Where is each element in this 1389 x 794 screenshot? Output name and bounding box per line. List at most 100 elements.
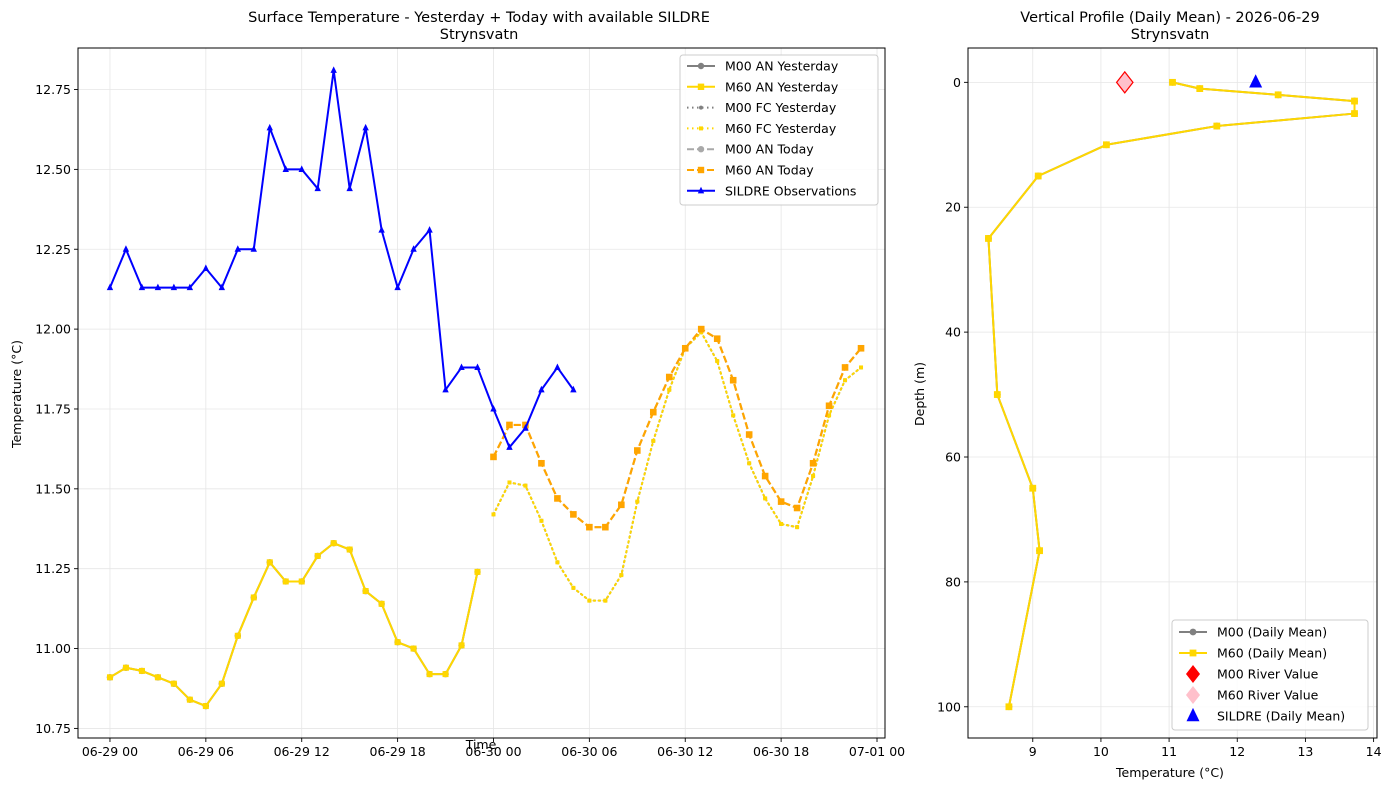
legend-marker [1185, 686, 1201, 704]
legend-label: M60 AN Yesterday [725, 79, 839, 94]
data-point [681, 344, 689, 352]
legend-marker [1189, 628, 1197, 636]
y-tick-label: 100 [937, 699, 961, 714]
data-point [729, 376, 737, 384]
chart-subtitle: Strynsvatn [1131, 27, 1210, 43]
x-tick-label: 06-29 12 [274, 744, 330, 759]
data-point [442, 671, 449, 678]
legend-label: M00 River Value [1217, 667, 1319, 682]
data-point [793, 504, 801, 512]
data-point [410, 245, 417, 252]
legend-marker [697, 62, 705, 70]
legend-item: SILDRE Observations [687, 183, 856, 198]
data-point [602, 523, 609, 531]
data-point [426, 226, 433, 233]
data-point [1102, 141, 1110, 149]
data-point [378, 226, 385, 233]
data-point [715, 359, 720, 364]
data-point [857, 344, 865, 352]
data-point [777, 498, 785, 505]
legend-label: M00 AN Yesterday [725, 59, 839, 74]
data-point [587, 598, 592, 603]
series-sildre-daily-mean [1249, 74, 1263, 88]
data-point [571, 585, 576, 590]
plot-area-frame [967, 47, 1378, 739]
data-point [186, 696, 193, 703]
x-axis-label: Time [465, 737, 497, 752]
data-point [731, 413, 736, 418]
m60-river-marker [1117, 72, 1133, 92]
data-point [570, 385, 577, 393]
y-tick-label: 11.00 [35, 641, 71, 656]
data-point [761, 472, 769, 480]
data-point [106, 283, 114, 291]
data-point [218, 680, 225, 687]
data-point [298, 165, 305, 172]
data-point [586, 523, 593, 531]
x-axis-label: Temperature (°C) [1115, 765, 1224, 780]
data-point [362, 588, 369, 595]
data-point [713, 335, 721, 342]
legend: M00 (Daily Mean) M60 (Daily Mean) M00 Rive… [1171, 619, 1369, 731]
data-point [795, 525, 800, 530]
data-point [779, 521, 784, 526]
data-point [218, 283, 226, 291]
data-point [330, 66, 337, 73]
data-point [1196, 85, 1204, 92]
series [106, 66, 865, 710]
y-tick-label: 12.00 [35, 322, 71, 337]
data-point [841, 364, 849, 371]
data-point [330, 540, 337, 547]
data-point [665, 373, 673, 381]
legend-label: M60 FC Yesterday [725, 121, 837, 136]
data-point [649, 408, 657, 416]
data-point [555, 560, 560, 565]
data-point [314, 184, 321, 192]
data-point [1213, 122, 1221, 130]
legend-label: M00 FC Yesterday [725, 100, 837, 115]
y-tick-label: 20 [945, 200, 961, 215]
legend-item: M00 AN Today [687, 142, 814, 157]
data-point [1034, 172, 1042, 180]
data-point [234, 632, 241, 639]
y-tick-label: 80 [945, 574, 961, 589]
data-point [474, 568, 481, 575]
legend-item: M00 River Value [1185, 665, 1319, 683]
x-tick-label: 06-29 00 [82, 744, 138, 759]
x-tick-label: 07-01 00 [849, 744, 905, 759]
y-tick-label: 60 [945, 450, 961, 465]
data-point [809, 459, 817, 467]
axis-ticks: 06-29 00 06-29 06 06-29 12 06-29 18 06-30 00… [35, 82, 905, 759]
data-point [745, 431, 753, 438]
series-river-values [1115, 70, 1134, 94]
y-tick-label: 12.25 [35, 242, 71, 257]
y-axis-label: Temperature (°C) [9, 340, 24, 449]
data-point [394, 283, 401, 291]
data-point [394, 639, 401, 646]
data-point [1029, 484, 1037, 492]
data-point [619, 573, 624, 578]
series [985, 70, 1358, 711]
data-point [458, 363, 465, 371]
legend-label: SILDRE Observations [725, 183, 856, 198]
data-point [154, 283, 162, 291]
data-point [442, 385, 449, 393]
data-point [651, 438, 656, 443]
legend-marker [697, 186, 705, 194]
x-tick-label: 06-30 00 [465, 744, 521, 759]
legend-marker [1189, 649, 1197, 657]
data-point [250, 594, 257, 601]
legend-label: M60 (Daily Mean) [1217, 646, 1327, 661]
data-point [138, 667, 145, 674]
data-point [506, 443, 513, 450]
data-point [458, 642, 465, 649]
data-point [1036, 547, 1043, 555]
data-point [618, 501, 625, 509]
data-point [378, 600, 385, 607]
legend-box [679, 54, 879, 206]
data-point [122, 245, 130, 252]
data-point [554, 363, 561, 371]
data-point [985, 235, 992, 242]
data-point [138, 283, 146, 291]
